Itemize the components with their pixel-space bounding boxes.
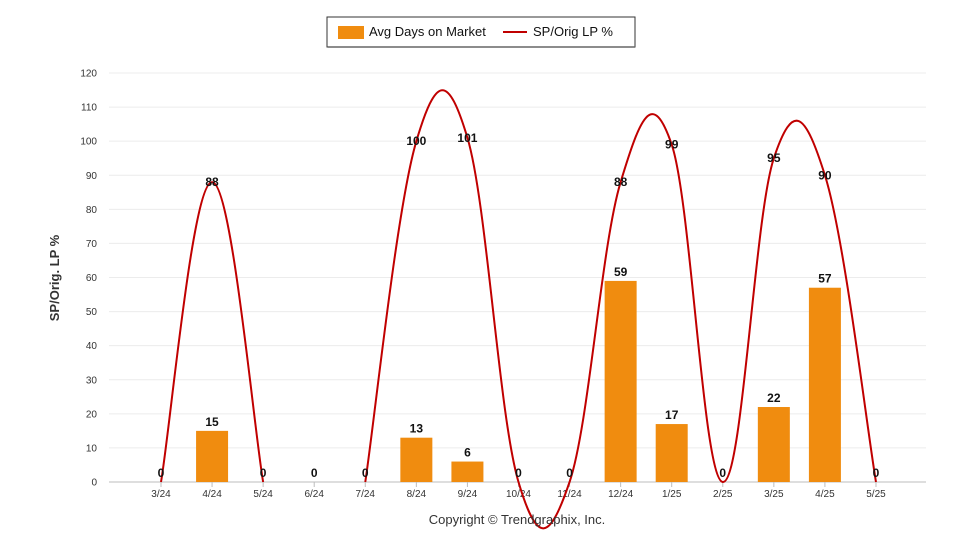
legend[interactable]: Avg Days on Market SP/Orig LP % xyxy=(326,16,636,48)
bar xyxy=(604,280,637,482)
bar-value-label: 0 xyxy=(311,466,318,480)
y-axis-ticks: 0 10 20 30 40 50 60 70 80 90 100 110 120 xyxy=(80,69,97,489)
bar-value-label: 6 xyxy=(464,446,471,460)
bar xyxy=(808,287,841,482)
y-tick-label: 70 xyxy=(86,239,98,250)
grid-lines xyxy=(109,72,926,483)
line-value-label: 88 xyxy=(205,175,219,189)
bar-value-label: 0 xyxy=(719,466,726,480)
line-value-label: 99 xyxy=(665,138,679,152)
y-tick-label: 30 xyxy=(86,375,98,386)
x-tick-label: 10/24 xyxy=(506,489,531,500)
bar xyxy=(196,430,229,482)
line-value-label: 101 xyxy=(457,131,477,145)
x-tick-label: 3/25 xyxy=(764,489,784,500)
y-tick-label: 50 xyxy=(86,307,98,318)
line-value-label: 88 xyxy=(614,175,628,189)
bar-value-label: 22 xyxy=(767,391,781,405)
legend-label-sp-orig: SP/Orig LP % xyxy=(533,24,613,39)
x-tick-label: 12/24 xyxy=(608,489,633,500)
bar xyxy=(400,437,433,482)
y-tick-label: 100 xyxy=(80,137,97,148)
x-tick-label: 3/24 xyxy=(151,489,171,500)
x-tick-label: 7/24 xyxy=(356,489,376,500)
line-value-label: 90 xyxy=(818,168,832,182)
line-path xyxy=(160,181,265,483)
bar-value-label: 0 xyxy=(566,466,573,480)
bar xyxy=(451,461,484,482)
y-tick-label: 60 xyxy=(86,273,98,284)
y-tick-label: 120 xyxy=(80,69,97,80)
bar-value-label: 15 xyxy=(205,415,219,429)
bar xyxy=(655,424,688,482)
x-tick-label: 9/24 xyxy=(458,489,478,500)
bar-series xyxy=(196,280,841,482)
y-tick-label: 110 xyxy=(81,103,97,114)
copyright-text: Copyright © Trendgraphix, Inc. xyxy=(429,512,606,527)
line-value-label: 100 xyxy=(406,134,426,148)
y-tick-label: 80 xyxy=(86,205,98,216)
line-value-label: 95 xyxy=(767,151,781,165)
bar-value-label: 59 xyxy=(614,265,628,279)
y-tick-label: 40 xyxy=(86,341,98,352)
y-tick-label: 10 xyxy=(86,443,98,454)
x-tick-label: 11/24 xyxy=(557,489,582,500)
bar-value-label: 0 xyxy=(260,466,267,480)
bar-value-label: 0 xyxy=(362,466,369,480)
x-tick-label: 5/25 xyxy=(866,489,886,500)
bar-value-label: 0 xyxy=(873,466,880,480)
x-tick-label: 5/24 xyxy=(253,489,273,500)
x-axis-ticks: 3/24 4/24 5/24 6/24 7/24 8/24 9/24 10/24 11/24 12… xyxy=(151,482,886,500)
x-tick-label: 8/24 xyxy=(407,489,427,500)
legend-swatch-avg-days xyxy=(338,26,364,39)
x-tick-label: 4/24 xyxy=(202,489,222,500)
bar-value-label: 13 xyxy=(410,422,424,436)
legend-label-avg-days: Avg Days on Market xyxy=(369,24,486,39)
x-tick-label: 4/25 xyxy=(815,489,835,500)
bar-value-label: 0 xyxy=(515,466,522,480)
y-tick-label: 20 xyxy=(86,409,98,420)
y-axis-label: SP/Orig. LP % xyxy=(47,234,62,321)
x-tick-label: 1/25 xyxy=(662,489,682,500)
bar-value-label: 17 xyxy=(665,408,679,422)
y-tick-label: 90 xyxy=(86,171,98,182)
x-tick-label: 6/24 xyxy=(304,489,324,500)
bar-value-label: 57 xyxy=(818,272,832,286)
x-tick-label: 2/25 xyxy=(713,489,733,500)
bar-value-label: 0 xyxy=(158,466,165,480)
y-tick-label: 0 xyxy=(91,478,97,489)
bar xyxy=(757,407,790,482)
line-series xyxy=(160,89,877,530)
data-labels: 0 15 0 0 0 13 6 0 0 59 17 0 22 57 0 88 100 101 88 99 95 90 xyxy=(158,131,880,480)
line-path xyxy=(364,89,877,530)
